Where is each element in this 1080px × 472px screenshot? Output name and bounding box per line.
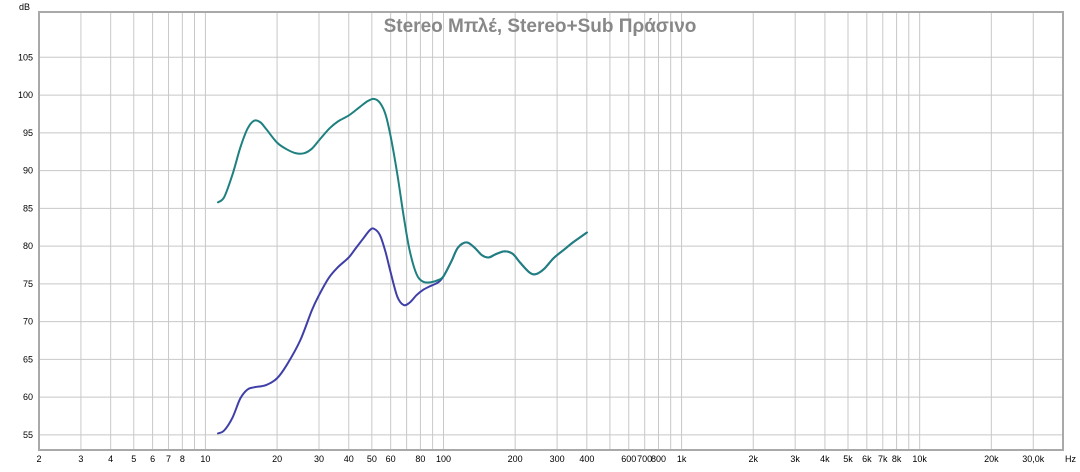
x-tick-label: 8k bbox=[892, 454, 902, 464]
x-tick-label: 700 bbox=[637, 454, 652, 464]
plot-frame bbox=[38, 11, 1064, 451]
y-tick-label: 105 bbox=[18, 52, 33, 62]
x-tick-label: 50 bbox=[367, 454, 377, 464]
x-tick-label: 10 bbox=[200, 454, 210, 464]
x-tick-label: 3 bbox=[78, 454, 83, 464]
x-tick-label: 8 bbox=[180, 454, 185, 464]
series-line-1 bbox=[217, 97, 588, 284]
x-tick-label: 300 bbox=[550, 454, 565, 464]
y-tick-label: 70 bbox=[23, 317, 33, 327]
y-axis-label: dB bbox=[19, 2, 30, 12]
x-tick-label: 6 bbox=[150, 454, 155, 464]
x-tick-label: 5 bbox=[131, 454, 136, 464]
x-tick-label: 400 bbox=[579, 454, 594, 464]
y-tick-label: 100 bbox=[18, 90, 33, 100]
x-tick-label: 6k bbox=[862, 454, 872, 464]
series-line-0 bbox=[217, 227, 588, 435]
y-tick-label: 80 bbox=[23, 241, 33, 251]
x-tick-label: 1k bbox=[677, 454, 687, 464]
y-tick-label: 60 bbox=[23, 392, 33, 402]
y-tick-label: 65 bbox=[23, 354, 33, 364]
y-tick-label: 90 bbox=[23, 166, 33, 176]
x-tick-label: 20 bbox=[272, 454, 282, 464]
x-tick-label: 7k bbox=[878, 454, 888, 464]
x-unit-label: Hz bbox=[1065, 454, 1076, 464]
y-tick-label: 95 bbox=[23, 128, 33, 138]
x-tick-label: 600 bbox=[621, 454, 636, 464]
x-tick-label: 3k bbox=[790, 454, 800, 464]
x-tick-label: 2k bbox=[748, 454, 758, 464]
series-layer bbox=[217, 97, 588, 435]
x-tick-label: 30,0k bbox=[1022, 454, 1045, 464]
x-tick-label: 30 bbox=[314, 454, 324, 464]
x-tick-label: 100 bbox=[436, 454, 451, 464]
x-tick-label: 20k bbox=[984, 454, 999, 464]
x-tick-label: 80 bbox=[415, 454, 425, 464]
x-tick-label: 200 bbox=[508, 454, 523, 464]
grid-layer bbox=[39, 12, 1063, 450]
y-tick-label: 75 bbox=[23, 279, 33, 289]
tick-layer: 2 3 4 5 6 7 8 10 20 30 40 50 60 80 100 200 300 400 600 7008… bbox=[18, 52, 1077, 464]
x-tick-label: 10k bbox=[912, 454, 927, 464]
x-tick-label: 60 bbox=[386, 454, 396, 464]
x-tick-label: 7 bbox=[166, 454, 171, 464]
x-tick-label: 40 bbox=[344, 454, 354, 464]
y-tick-label: 85 bbox=[23, 203, 33, 213]
x-tick-label: 800 bbox=[651, 454, 666, 464]
chart-title: Stereo Μπλέ, Stereo+Sub Πράσινο bbox=[384, 16, 697, 37]
y-tick-label: 55 bbox=[23, 430, 33, 440]
x-tick-label: 4k bbox=[820, 454, 830, 464]
x-tick-label: 4 bbox=[108, 454, 113, 464]
x-tick-label: 2 bbox=[36, 454, 41, 464]
x-tick-label: 5k bbox=[843, 454, 853, 464]
